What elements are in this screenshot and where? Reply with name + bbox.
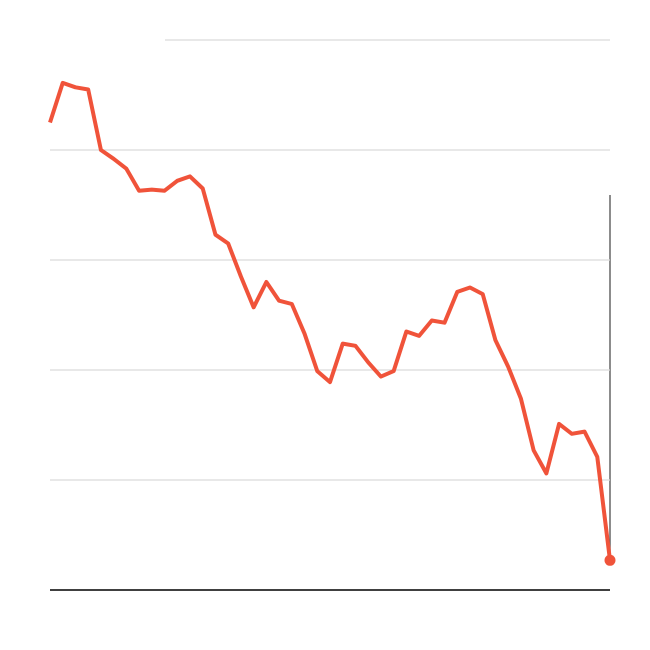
line	[48, 80, 612, 561]
end-point	[604, 554, 616, 566]
